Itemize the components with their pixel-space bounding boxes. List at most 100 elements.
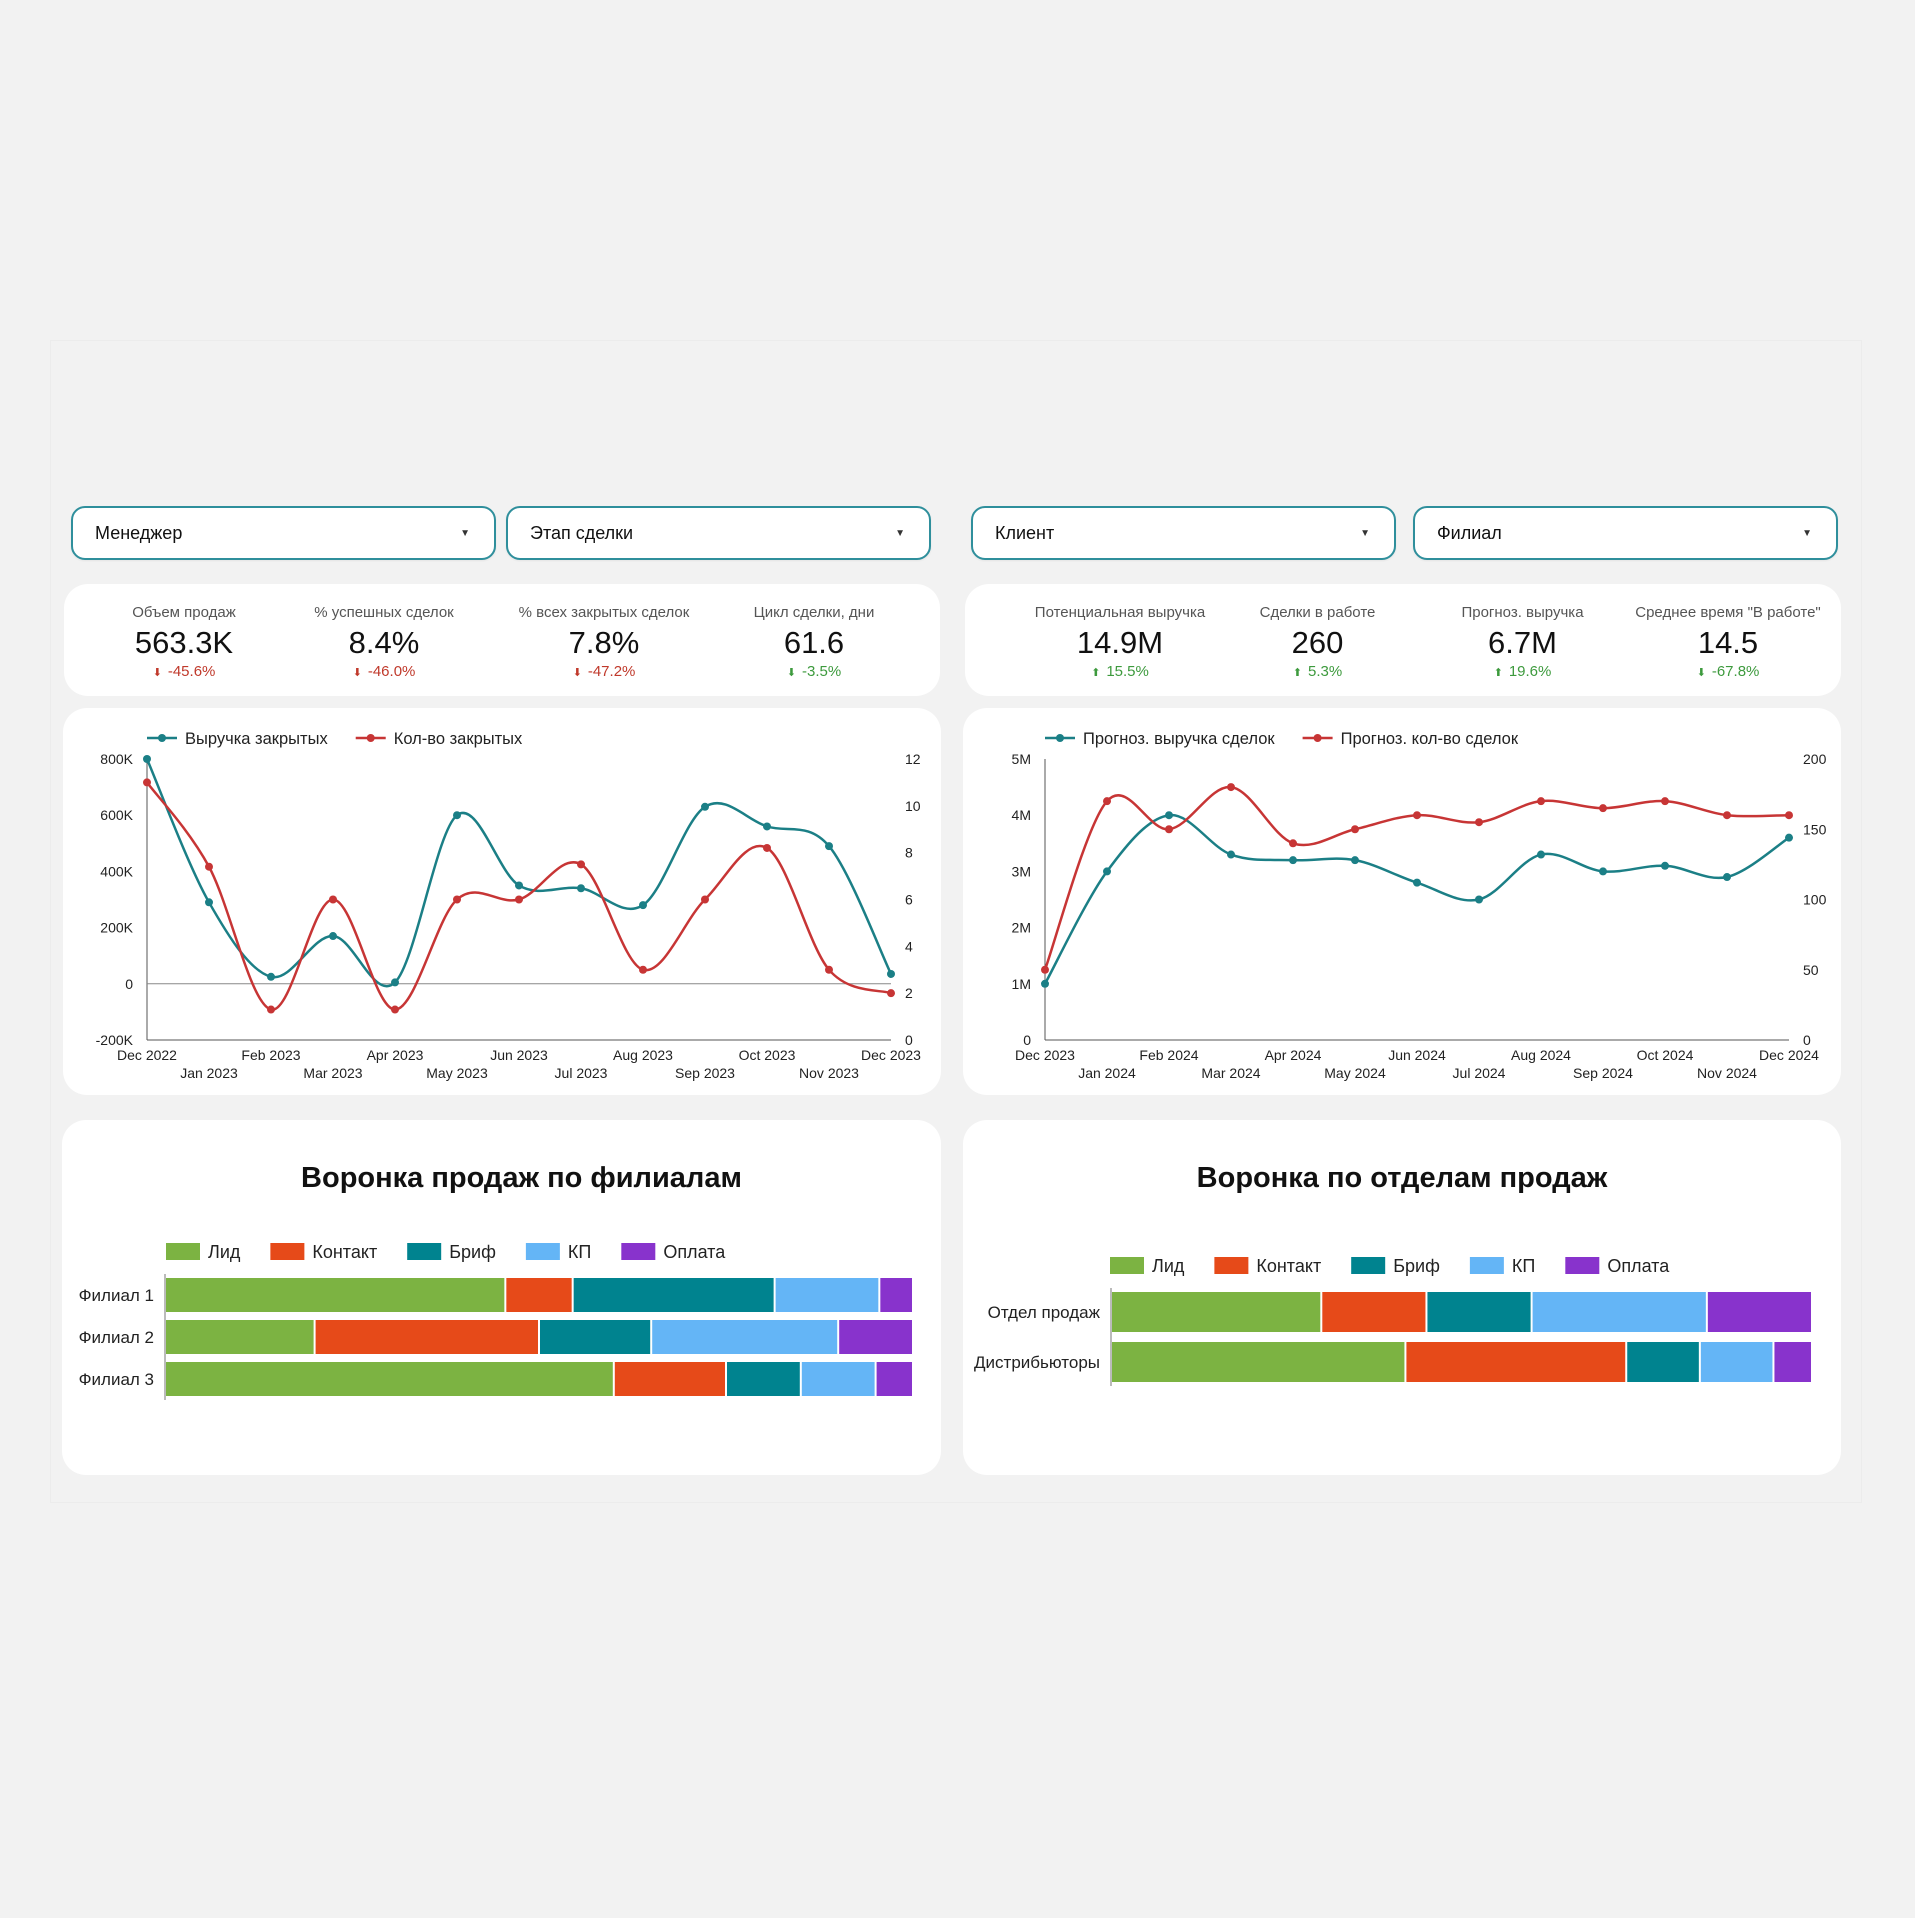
legend-item[interactable]: Контакт xyxy=(1214,1256,1321,1276)
y-tick-label-left: 0 xyxy=(125,976,133,992)
y-tick-label-left: -200K xyxy=(96,1032,134,1048)
arrow-up-icon: ⬆ xyxy=(1493,667,1503,679)
data-point xyxy=(577,860,585,869)
legend-item[interactable]: Прогноз. кол-во сделок xyxy=(1302,730,1519,748)
kpi-value: 61.6 xyxy=(783,625,845,660)
data-point xyxy=(1041,979,1049,988)
data-point xyxy=(143,778,151,787)
bar-segment xyxy=(880,1278,912,1312)
branch-filter[interactable]: Филиал ▼ xyxy=(1413,506,1838,560)
y-tick-label-right: 100 xyxy=(1803,892,1827,908)
kpi-delta: ⬇ -45.6% xyxy=(152,663,216,680)
bar-segment xyxy=(727,1362,800,1396)
x-tick-label: Sep 2023 xyxy=(675,1065,735,1081)
x-tick-label: Jul 2023 xyxy=(555,1065,608,1081)
kpi-value: 260 xyxy=(1291,625,1344,660)
x-tick-label: Dec 2024 xyxy=(1759,1047,1819,1063)
legend-swatch xyxy=(621,1243,656,1260)
kpi-delta: ⬆ 15.5% xyxy=(1091,663,1149,680)
legend-swatch xyxy=(1214,1257,1249,1274)
chart-title: Воронка по отделам продаж xyxy=(1196,1162,1608,1194)
line-chart-card-right: 5M 4M 3M 2M 1M 0 200 150 100 50 0 Dec 2023 Jan 2024 F… xyxy=(963,708,1841,1095)
y-tick-label-right: 12 xyxy=(905,751,921,767)
y-tick-label-left: 800K xyxy=(100,751,133,767)
arrow-down-icon: ⬇ xyxy=(352,667,362,679)
data-point xyxy=(639,965,647,974)
chart-title: Воронка продаж по филиалам xyxy=(301,1162,742,1194)
bar-segment xyxy=(876,1362,912,1396)
y-tick-label-left: 200K xyxy=(100,920,133,936)
data-point xyxy=(515,895,523,904)
data-point xyxy=(1475,895,1483,904)
y-tick-label-left: 0 xyxy=(1023,1032,1031,1048)
x-tick-label: Dec 2022 xyxy=(117,1047,177,1063)
legend-item[interactable]: Лид xyxy=(1110,1256,1185,1276)
bar-segment xyxy=(1700,1342,1773,1382)
legend-item[interactable]: Оплата xyxy=(621,1242,726,1262)
data-point xyxy=(1289,839,1297,848)
x-tick-label: Apr 2024 xyxy=(1265,1047,1322,1063)
kpi-value: 7.8% xyxy=(568,625,640,660)
arrow-down-icon: ⬇ xyxy=(152,667,162,679)
data-point xyxy=(391,1005,399,1014)
data-point xyxy=(701,802,709,811)
bar-segment xyxy=(166,1362,613,1396)
legend-item[interactable]: Бриф xyxy=(1351,1256,1440,1276)
deal-stage-filter[interactable]: Этап сделки ▼ xyxy=(506,506,931,560)
category-label: Отдел продаж xyxy=(988,1303,1101,1322)
arrow-up-icon: ⬆ xyxy=(1292,667,1302,679)
legend-item[interactable]: Лид xyxy=(166,1242,241,1262)
data-point xyxy=(1227,850,1235,859)
legend-item[interactable]: КП xyxy=(525,1242,591,1262)
data-point xyxy=(825,842,833,851)
kpi-deals-in-progress: Сделки в работе 260 ⬆ 5.3% xyxy=(1235,604,1400,680)
legend-label: КП xyxy=(1512,1256,1535,1276)
legend-label: Бриф xyxy=(449,1242,496,1262)
data-point xyxy=(205,898,213,907)
legend-label: Выручка закрытых xyxy=(185,730,328,748)
kpi-label: Объем продаж xyxy=(132,604,236,621)
manager-filter[interactable]: Менеджер ▼ xyxy=(71,506,496,560)
bar-segment xyxy=(775,1278,879,1312)
legend-marker xyxy=(366,734,375,742)
client-filter[interactable]: Клиент ▼ xyxy=(971,506,1396,560)
legend-marker xyxy=(158,734,166,742)
data-point xyxy=(1723,811,1731,820)
legend-item[interactable]: КП xyxy=(1469,1256,1535,1276)
kpi-potential-revenue: Потенциальная выручка 14.9M ⬆ 15.5% xyxy=(1020,604,1220,680)
legend-swatch xyxy=(1469,1257,1504,1274)
data-point xyxy=(143,755,151,763)
legend-item[interactable]: Бриф xyxy=(407,1242,496,1262)
data-point xyxy=(453,811,461,820)
arrow-up-icon: ⬆ xyxy=(1091,667,1101,679)
legend-item[interactable]: Оплата xyxy=(1565,1256,1670,1276)
data-point xyxy=(1661,797,1669,806)
kpi-label: % успешных сделок xyxy=(314,604,454,621)
data-point xyxy=(763,843,771,852)
legend-item[interactable]: Выручка закрытых xyxy=(147,730,328,748)
kpi-success-rate: % успешных сделок 8.4% ⬇ -46.0% xyxy=(304,604,464,680)
y-tick-label-left: 5M xyxy=(1012,751,1031,767)
kpi-delta: ⬇ -3.5% xyxy=(786,663,842,680)
legend-item[interactable]: Контакт xyxy=(270,1242,377,1262)
kpi-forecast-revenue: Прогноз. выручка 6.7M ⬆ 19.6% xyxy=(1440,604,1605,680)
legend-item[interactable]: Кол-во закрытых xyxy=(355,730,523,748)
bar-segment xyxy=(801,1362,875,1396)
legend-label: Прогноз. кол-во сделок xyxy=(1341,730,1519,748)
legend-item[interactable]: Прогноз. выручка сделок xyxy=(1045,730,1275,748)
bar-segment xyxy=(1112,1342,1405,1382)
y-tick-label-right: 8 xyxy=(905,845,913,861)
data-point xyxy=(1413,878,1421,887)
data-point xyxy=(1351,825,1359,834)
bar-segment xyxy=(1427,1292,1531,1332)
bar-segment xyxy=(573,1278,774,1312)
x-tick-label: Jun 2024 xyxy=(1388,1047,1446,1063)
data-point xyxy=(1785,833,1793,842)
data-point xyxy=(825,965,833,974)
manager-filter-label: Менеджер xyxy=(95,522,183,543)
x-tick-label: Apr 2023 xyxy=(367,1047,424,1063)
legend-label: Бриф xyxy=(1393,1256,1440,1276)
data-point xyxy=(329,895,337,904)
data-point xyxy=(577,884,585,893)
